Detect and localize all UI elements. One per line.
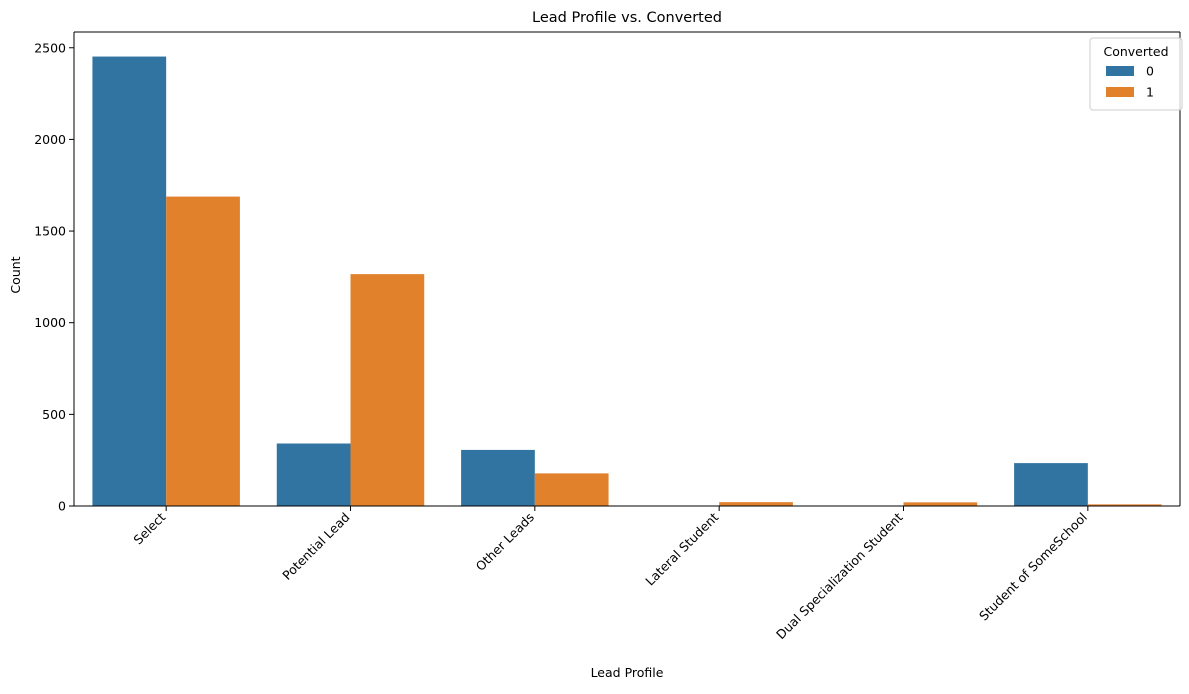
bar-select-series-0 xyxy=(92,56,167,506)
bars-layer xyxy=(92,56,1162,506)
x-tick-label: Student of SomeSchool xyxy=(976,510,1090,624)
bar-student-of-someschool-series-0 xyxy=(1014,463,1088,506)
bar-student-of-someschool-series-1 xyxy=(1087,504,1162,506)
bar-potential-lead-series-0 xyxy=(276,443,351,506)
y-tick-label: 0 xyxy=(58,499,66,514)
plot-area xyxy=(74,32,1180,506)
x-tick-label: Other Leads xyxy=(473,510,537,574)
x-axis-label: Lead Profile xyxy=(591,665,664,680)
y-tick-label: 2500 xyxy=(34,40,66,55)
bar-select-series-1 xyxy=(166,196,240,506)
y-tick-label: 2000 xyxy=(34,132,66,147)
y-tick-label: 500 xyxy=(42,407,66,422)
bar-lateral-student-series-1 xyxy=(719,502,793,506)
legend: Converted 01 xyxy=(1089,37,1183,111)
legend-label-0: 0 xyxy=(1146,64,1154,79)
bar-other-leads-series-1 xyxy=(534,473,609,506)
x-tick-label: Lateral Student xyxy=(642,509,721,588)
bar-dual-specialization-student-series-1 xyxy=(903,502,978,506)
x-tick-label: Select xyxy=(130,509,168,547)
y-axis: 0 500 1000 1500 2000 2500 xyxy=(34,32,1181,514)
chart-title: Lead Profile vs. Converted xyxy=(532,10,722,26)
legend-swatch-1 xyxy=(1106,87,1134,97)
y-tick-label: 1000 xyxy=(34,315,66,330)
legend-title: Converted xyxy=(1103,44,1168,59)
legend-swatch-0 xyxy=(1106,66,1134,76)
y-tick-label: 1500 xyxy=(34,224,66,239)
legend-items: 01 xyxy=(1106,64,1154,100)
bar-other-leads-series-0 xyxy=(461,449,535,506)
legend-label-1: 1 xyxy=(1146,85,1154,100)
x-tick-label: Dual Specialization Student xyxy=(773,509,906,642)
y-axis-label: Count xyxy=(8,256,23,293)
plot-background xyxy=(74,32,1180,506)
x-tick-label: Potential Lead xyxy=(279,510,352,583)
bar-potential-lead-series-1 xyxy=(350,274,425,506)
